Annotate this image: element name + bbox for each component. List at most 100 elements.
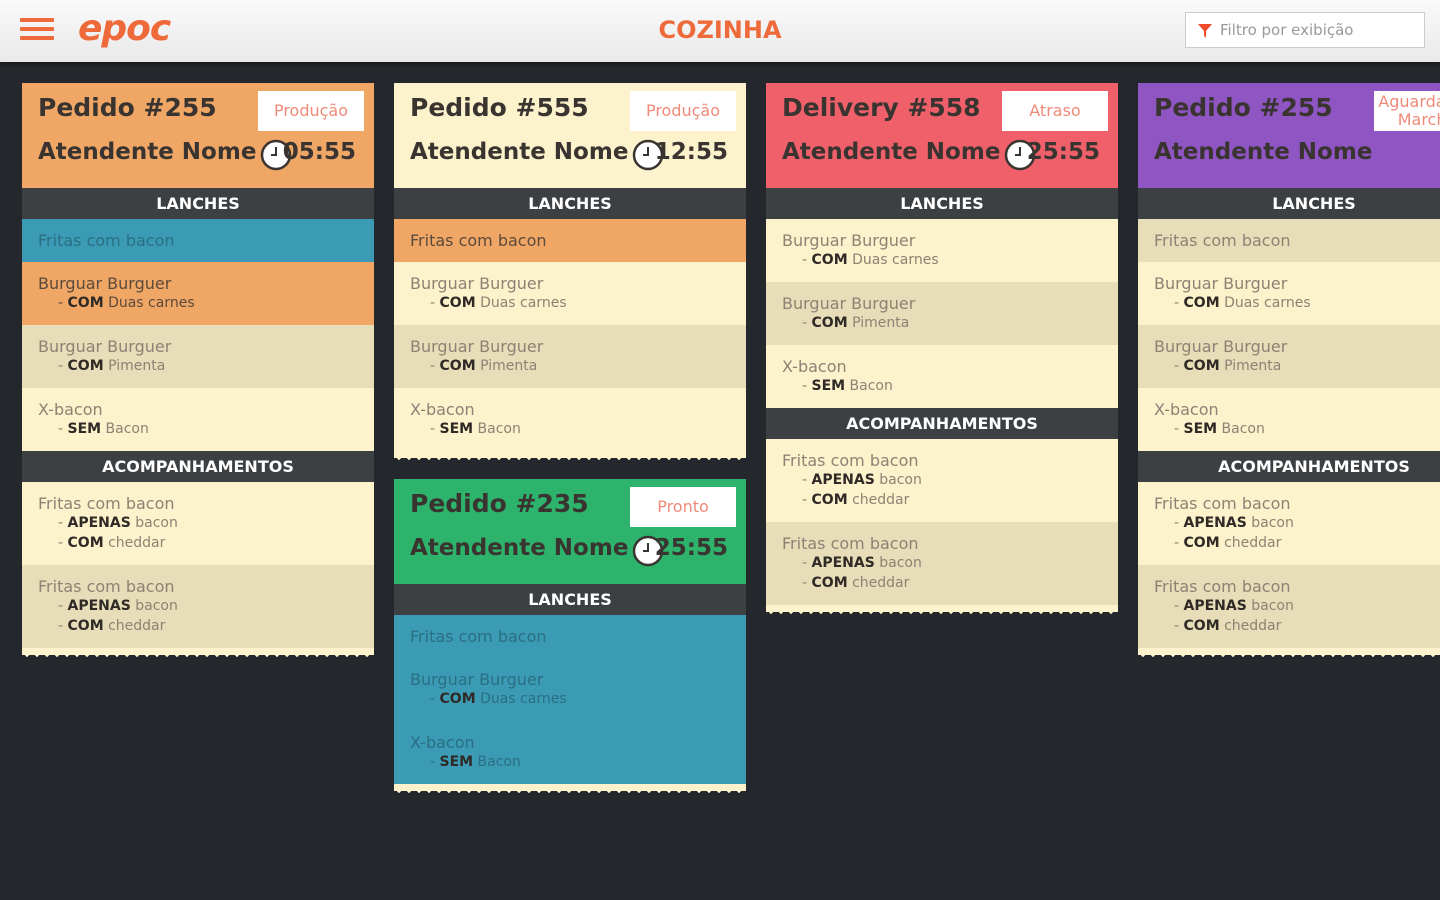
top-bar: epoc COZINHA Filtro por exibição (0, 0, 1440, 62)
modifier-prefix: COM (439, 295, 476, 311)
column: Pedido #255 Produção Atendente Nome 05:55 LA… (22, 83, 374, 676)
modifier-prefix: COM (811, 252, 848, 268)
time: 12:55 (654, 139, 728, 165)
attendant: Atendente Nome (782, 139, 1001, 165)
modifier-text: Duas carnes (480, 295, 567, 311)
order-item: Fritas com bacon (22, 219, 374, 262)
order-item: X-baconSEM Bacon (394, 721, 746, 784)
ticket-edge (766, 605, 1118, 619)
section-title: ACOMPANHAMENTOS (1138, 451, 1440, 482)
order-card: Pedido #255 Produção Atendente Nome 05:55 LA… (22, 83, 374, 662)
order-item: Fritas com bacon (394, 219, 746, 262)
item-name: Burguar Burguer (410, 274, 544, 293)
modifier-text: cheddar (1224, 618, 1282, 634)
modifier-prefix: COM (439, 358, 476, 374)
clock-icon (1004, 139, 1036, 175)
modifier-text: Pimenta (108, 358, 166, 374)
item-modifier: COM cheddar (1154, 533, 1440, 553)
ticket-edge (394, 784, 746, 798)
logo: epoc (78, 8, 171, 49)
card-header: Delivery #558 Atraso Atendente Nome 25:55 (766, 83, 1118, 188)
item-modifier: SEM Bacon (1154, 419, 1440, 439)
item-name: Fritas com bacon (410, 627, 547, 646)
order-item: Fritas com bacon APENAS bacon COM cheddar (1138, 482, 1440, 565)
item-name: Fritas com bacon (410, 231, 547, 250)
modifier-prefix: APENAS (1183, 515, 1247, 531)
order-title: Pedido #235 (410, 489, 589, 518)
item-modifier: COM Duas carnes (38, 293, 358, 313)
order-item: Fritas com baconAPENAS baconCOM cheddar (766, 522, 1118, 605)
status-badge: Produção (258, 91, 364, 131)
modifier-text: Bacon (105, 421, 149, 437)
item-modifier: APENAS bacon (38, 513, 358, 533)
modifier-prefix: COM (67, 618, 104, 634)
modifier-prefix: SEM (811, 378, 846, 394)
column: Pedido #255 Aguardando MarchaAtendente No… (1138, 83, 1440, 676)
modifier-text: cheddar (108, 618, 166, 634)
modifier-text: Pimenta (852, 315, 910, 331)
item-name: Burguar Burguer (1154, 337, 1288, 356)
column: Delivery #558 Atraso Atendente Nome 25:55 LA… (766, 83, 1118, 633)
item-name: Fritas com bacon (782, 451, 919, 470)
order-item: Burguar BurguerCOM Duas carnes (394, 658, 746, 721)
section-title: LANCHES (22, 188, 374, 219)
order-item: Burguar BurguerCOM Duas carnes (394, 262, 746, 325)
order-title: Pedido #255 (1154, 93, 1333, 122)
section-title: LANCHES (394, 584, 746, 615)
item-modifier: APENAS bacon (38, 596, 358, 616)
item-modifier: COM Pimenta (782, 313, 1102, 333)
item-modifier: COM Duas carnes (410, 293, 730, 313)
modifier-text: Pimenta (1224, 358, 1282, 374)
modifier-prefix: COM (811, 492, 848, 508)
item-name: X-bacon (410, 400, 475, 419)
modifier-prefix: COM (1183, 358, 1220, 374)
modifier-text: bacon (135, 598, 178, 614)
item-name: Burguar Burguer (782, 231, 916, 250)
item-name: Burguar Burguer (38, 337, 172, 356)
item-name: Fritas com bacon (1154, 494, 1291, 513)
item-name: X-bacon (1154, 400, 1219, 419)
order-title: Pedido #255 (38, 93, 217, 122)
order-item: Fritas com baconAPENAS bacon COM cheddar (22, 565, 374, 648)
card-header: Pedido #555 Produção Atendente Nome 12:55 (394, 83, 746, 188)
modifier-prefix: COM (811, 575, 848, 591)
modifier-text: Pimenta (480, 358, 538, 374)
attendant: Atendente Nome (410, 535, 629, 561)
order-item: X-bacon SEM Bacon (394, 388, 746, 451)
order-item: Burguar BurguerCOM Duas carnes (22, 262, 374, 325)
modifier-prefix: COM (439, 691, 476, 707)
order-card: Pedido #555 Produção Atendente Nome 12:55 LA… (394, 83, 746, 465)
filter-input[interactable]: Filtro por exibição (1185, 12, 1425, 48)
attendant: Atendente Nome (410, 139, 629, 165)
item-name: Fritas com bacon (38, 577, 175, 596)
order-title: Pedido #555 (410, 93, 589, 122)
modifier-text: Duas carnes (1224, 295, 1311, 311)
modifier-text: bacon (879, 555, 922, 571)
item-modifier: COM Duas carnes (782, 250, 1102, 270)
modifier-prefix: SEM (439, 421, 474, 437)
modifier-prefix: APENAS (811, 472, 875, 488)
page-title: COZINHA (658, 16, 782, 44)
item-name: Burguar Burguer (782, 294, 916, 313)
time: 05:55 (282, 139, 356, 165)
item-name: X-bacon (410, 733, 475, 752)
modifier-text: Bacon (1221, 421, 1265, 437)
modifier-text: Bacon (477, 421, 521, 437)
item-modifier: COM cheddar (782, 573, 1102, 593)
modifier-prefix: COM (1183, 618, 1220, 634)
menu-button[interactable] (20, 18, 54, 44)
modifier-prefix: SEM (1183, 421, 1218, 437)
order-item: Burguar Burguer COM Pimenta (1138, 325, 1440, 388)
modifier-text: Bacon (477, 754, 521, 770)
order-item: Fritas com baconAPENAS baconCOM cheddar (22, 482, 374, 565)
attendant: Atendente Nome (38, 139, 257, 165)
modifier-prefix: COM (67, 535, 104, 551)
modifier-text: bacon (1251, 515, 1294, 531)
item-name: Fritas com bacon (1154, 231, 1291, 250)
modifier-text: bacon (1251, 598, 1294, 614)
modifier-text: cheddar (852, 492, 910, 508)
order-item: X-baconSEM Bacon (22, 388, 374, 451)
card-header: Pedido #255 Produção Atendente Nome 05:55 (22, 83, 374, 188)
time: 25:55 (1026, 139, 1100, 165)
status-badge: Pronto (630, 487, 736, 527)
